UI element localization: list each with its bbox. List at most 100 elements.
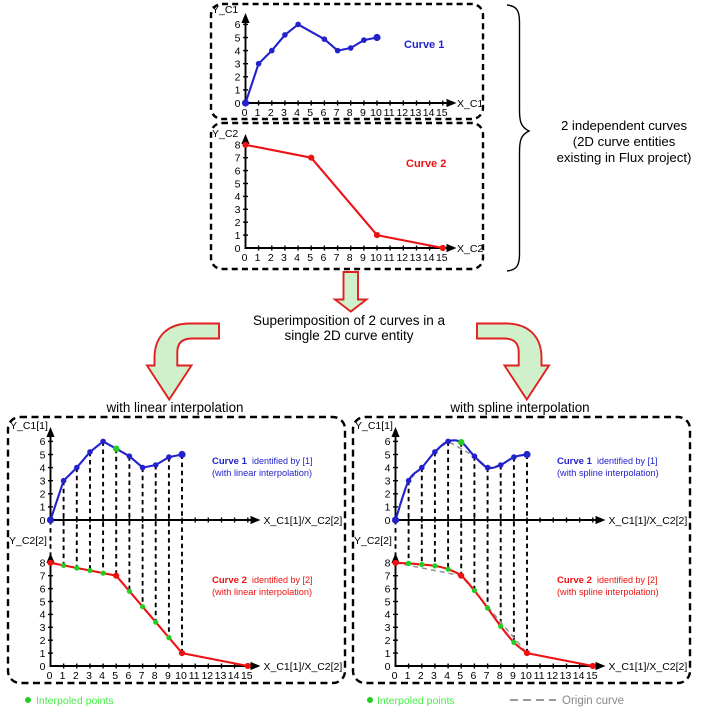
svg-text:with spline interpolation: with spline interpolation: [449, 400, 589, 415]
svg-text:X_C1[1]/X_C2[2]: X_C1[1]/X_C2[2]: [609, 661, 688, 673]
svg-text:8: 8: [385, 558, 391, 570]
svg-text:1: 1: [235, 85, 241, 97]
svg-text:7: 7: [385, 571, 391, 583]
svg-text:Interpoled points: Interpoled points: [36, 695, 114, 707]
svg-text:12: 12: [396, 252, 408, 264]
svg-text:Curve 1: Curve 1: [557, 456, 593, 467]
svg-text:1: 1: [40, 502, 46, 514]
svg-text:15: 15: [436, 107, 448, 119]
svg-text:3: 3: [40, 622, 46, 634]
svg-text:Y_C1: Y_C1: [212, 4, 238, 16]
svg-text:Curve 1: Curve 1: [404, 39, 444, 51]
svg-text:14: 14: [423, 107, 435, 119]
svg-text:7: 7: [139, 670, 145, 682]
svg-text:13: 13: [410, 107, 422, 119]
svg-text:2: 2: [73, 670, 79, 682]
svg-text:Y_C1[1]: Y_C1[1]: [355, 420, 393, 432]
svg-text:3: 3: [235, 204, 241, 216]
svg-text:2: 2: [268, 107, 274, 119]
svg-text:4: 4: [385, 462, 391, 474]
svg-text:3: 3: [431, 670, 437, 682]
svg-text:6: 6: [385, 583, 391, 595]
svg-text:2: 2: [385, 635, 391, 647]
svg-text:identified by [1]: identified by [1]: [252, 456, 313, 466]
svg-text:5: 5: [385, 596, 391, 608]
svg-text:Y_C2: Y_C2: [212, 128, 238, 140]
svg-text:0: 0: [235, 98, 241, 110]
svg-text:Origin curve: Origin curve: [562, 695, 624, 707]
svg-text:1: 1: [60, 670, 66, 682]
svg-text:Curve 2: Curve 2: [406, 158, 446, 170]
svg-text:X_C1[1]/X_C2[2]: X_C1[1]/X_C2[2]: [264, 661, 343, 673]
svg-text:5: 5: [307, 252, 313, 264]
svg-text:7: 7: [334, 252, 340, 264]
svg-text:1: 1: [385, 648, 391, 660]
svg-text:0: 0: [242, 252, 248, 264]
svg-text:5: 5: [235, 32, 241, 44]
svg-text:(with linear interpolation): (with linear interpolation): [212, 587, 312, 597]
svg-text:8: 8: [235, 140, 241, 152]
svg-text:12: 12: [546, 670, 558, 682]
svg-text:with linear interpolation: with linear interpolation: [106, 400, 244, 415]
svg-text:(with spline interpolation): (with spline interpolation): [557, 468, 659, 478]
svg-text:15: 15: [586, 670, 598, 682]
svg-text:10: 10: [370, 252, 382, 264]
svg-text:3: 3: [281, 252, 287, 264]
svg-text:3: 3: [385, 476, 391, 488]
svg-text:11: 11: [384, 107, 395, 119]
svg-text:single 2D curve entity: single 2D curve entity: [284, 328, 413, 343]
svg-text:14: 14: [228, 670, 240, 682]
svg-text:0: 0: [40, 661, 46, 673]
svg-text:6: 6: [40, 583, 46, 595]
svg-text:7: 7: [40, 571, 46, 583]
svg-text:15: 15: [436, 252, 448, 264]
svg-text:7: 7: [235, 153, 241, 165]
svg-text:2: 2: [268, 252, 274, 264]
svg-text:1: 1: [405, 670, 411, 682]
svg-text:7: 7: [484, 670, 490, 682]
svg-text:Curve 2: Curve 2: [212, 575, 247, 586]
svg-text:13: 13: [560, 670, 572, 682]
svg-text:10: 10: [520, 670, 532, 682]
svg-text:identified by [1]: identified by [1]: [597, 456, 658, 466]
svg-text:4: 4: [40, 609, 46, 621]
svg-text:9: 9: [510, 670, 516, 682]
svg-text:X_C1[1]/X_C2[2]: X_C1[1]/X_C2[2]: [264, 515, 343, 527]
svg-text:1: 1: [235, 230, 241, 242]
svg-text:8: 8: [347, 252, 353, 264]
svg-text:6: 6: [385, 436, 391, 448]
svg-text:7: 7: [334, 107, 340, 119]
svg-text:12: 12: [396, 107, 408, 119]
svg-text:2: 2: [235, 217, 241, 229]
svg-text:15: 15: [241, 670, 253, 682]
svg-text:2: 2: [418, 670, 424, 682]
svg-text:(2D curve entities: (2D curve entities: [573, 134, 676, 149]
svg-text:5: 5: [457, 670, 463, 682]
svg-text:1: 1: [40, 648, 46, 660]
svg-text:8: 8: [497, 670, 503, 682]
svg-text:6: 6: [40, 436, 46, 448]
svg-text:2: 2: [40, 489, 46, 501]
svg-text:5: 5: [307, 107, 313, 119]
svg-text:Interpoled points: Interpoled points: [377, 695, 455, 707]
svg-text:4: 4: [99, 670, 105, 682]
svg-text:0: 0: [385, 515, 391, 527]
svg-text:4: 4: [235, 191, 241, 203]
svg-text:1: 1: [385, 502, 391, 514]
svg-text:1: 1: [255, 107, 261, 119]
svg-text:5: 5: [235, 178, 241, 190]
svg-text:4: 4: [385, 609, 391, 621]
svg-text:X_C2: X_C2: [457, 243, 483, 255]
svg-text:11: 11: [534, 670, 545, 682]
svg-text:9: 9: [165, 670, 171, 682]
svg-text:3: 3: [40, 476, 46, 488]
svg-text:12: 12: [201, 670, 213, 682]
svg-text:4: 4: [294, 107, 300, 119]
svg-text:X_C1[1]/X_C2[2]: X_C1[1]/X_C2[2]: [609, 515, 688, 527]
svg-text:(with spline interpolation): (with spline interpolation): [557, 587, 659, 597]
svg-text:11: 11: [189, 670, 200, 682]
svg-text:Curve 2: Curve 2: [557, 575, 592, 586]
svg-text:6: 6: [235, 19, 241, 31]
svg-text:5: 5: [40, 596, 46, 608]
svg-text:Y_C2[2]: Y_C2[2]: [9, 535, 47, 547]
